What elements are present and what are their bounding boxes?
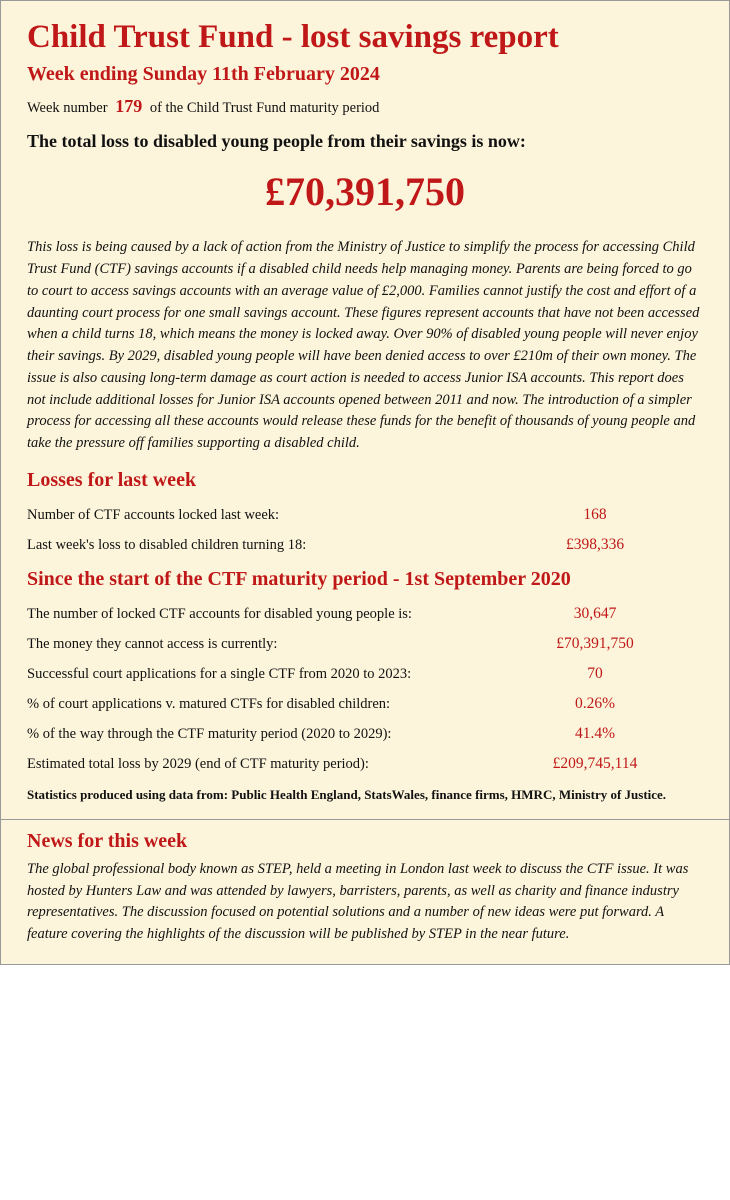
total-loss-amount: £70,391,750 [27, 168, 703, 215]
week-suffix: of the Child Trust Fund maturity period [150, 100, 380, 116]
stat-value: £209,745,114 [487, 755, 703, 773]
stat-row: The money they cannot access is currentl… [27, 635, 703, 653]
stat-label: Successful court applications for a sing… [27, 666, 487, 683]
stat-label: Estimated total loss by 2029 (end of CTF… [27, 756, 487, 773]
report-page: Child Trust Fund - lost savings report W… [0, 0, 730, 965]
explanatory-text: This loss is being caused by a lack of a… [27, 237, 703, 455]
stat-value: 70 [487, 665, 703, 683]
stat-row: Number of CTF accounts locked last week:… [27, 506, 703, 524]
stat-label: Number of CTF accounts locked last week: [27, 507, 487, 524]
statistics-footnote: Statistics produced using data from: Pub… [27, 787, 703, 803]
stat-value: £398,336 [487, 536, 703, 554]
stat-value: 30,647 [487, 605, 703, 623]
stat-row: Successful court applications for a sing… [27, 665, 703, 683]
stat-label: The number of locked CTF accounts for di… [27, 606, 487, 623]
stat-label: % of the way through the CTF maturity pe… [27, 726, 487, 743]
stat-row: Last week's loss to disabled children tu… [27, 536, 703, 554]
stat-label: Last week's loss to disabled children tu… [27, 537, 487, 554]
stat-label: The money they cannot access is currentl… [27, 636, 487, 653]
stat-row: Estimated total loss by 2029 (end of CTF… [27, 755, 703, 773]
since-start-heading: Since the start of the CTF maturity peri… [27, 568, 703, 591]
news-body: The global professional body known as ST… [27, 859, 703, 946]
week-prefix: Week number [27, 100, 108, 116]
stat-value: 41.4% [487, 725, 703, 743]
last-week-heading: Losses for last week [27, 469, 703, 492]
stat-row: The number of locked CTF accounts for di… [27, 605, 703, 623]
report-subtitle: Week ending Sunday 11th February 2024 [27, 63, 703, 86]
stat-value: 0.26% [487, 695, 703, 713]
stat-row: % of court applications v. matured CTFs … [27, 695, 703, 713]
week-number-value: 179 [111, 96, 146, 116]
stat-row: % of the way through the CTF maturity pe… [27, 725, 703, 743]
total-loss-label: The total loss to disabled young people … [27, 131, 703, 152]
stat-value: 168 [487, 506, 703, 524]
news-heading: News for this week [27, 830, 703, 853]
stat-value: £70,391,750 [487, 635, 703, 653]
week-number-line: Week number 179 of the Child Trust Fund … [27, 96, 703, 117]
main-section: Child Trust Fund - lost savings report W… [1, 1, 729, 820]
report-title: Child Trust Fund - lost savings report [27, 19, 703, 55]
news-section: News for this week The global profession… [1, 820, 729, 964]
stat-label: % of court applications v. matured CTFs … [27, 696, 487, 713]
